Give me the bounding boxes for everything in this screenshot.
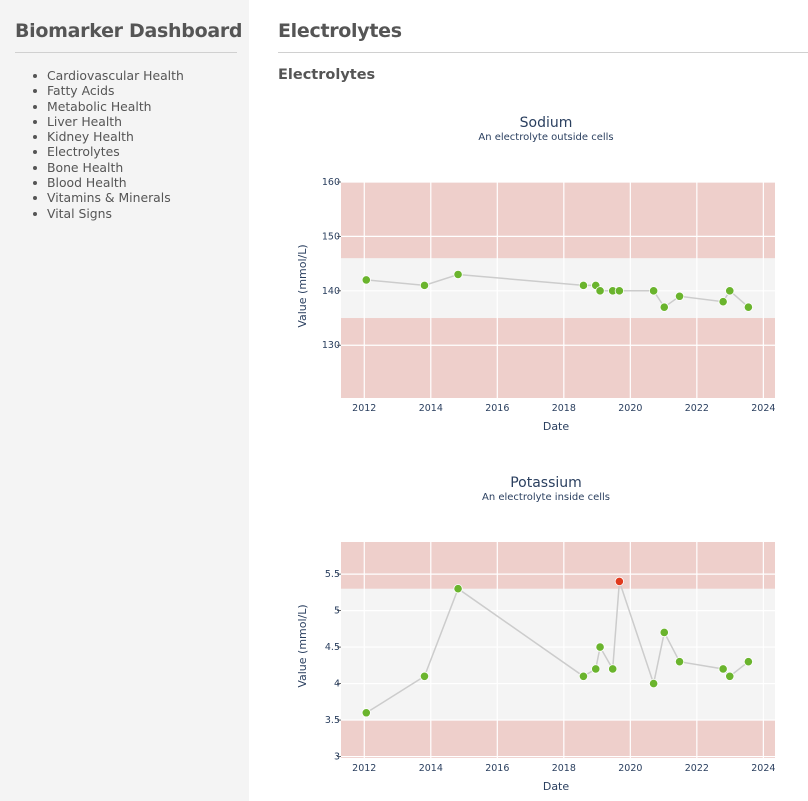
data-point[interactable] xyxy=(659,627,669,638)
sidebar-item-vital-signs[interactable]: Vital Signs xyxy=(33,206,184,221)
page-title-divider xyxy=(278,52,808,53)
data-point[interactable] xyxy=(614,286,624,296)
x-tick-label: 2022 xyxy=(685,763,709,774)
x-tick-label: 2014 xyxy=(419,763,443,774)
sidebar-item-fatty-acids[interactable]: Fatty Acids xyxy=(33,83,184,98)
sidebar-nav: Cardiovascular Health Fatty Acids Metabo… xyxy=(0,68,184,221)
y-tick-label: 3 xyxy=(334,752,340,763)
sidebar-item-bone-health[interactable]: Bone Health xyxy=(33,160,184,175)
x-tick-label: 2024 xyxy=(751,763,775,774)
data-point[interactable] xyxy=(453,269,463,280)
y-tick-label: 150 xyxy=(322,231,340,242)
chart-subtitle: An electrolyte inside cells xyxy=(482,492,610,503)
sidebar-item-electrolytes[interactable]: Electrolytes xyxy=(33,144,184,159)
data-point[interactable] xyxy=(361,275,371,285)
data-point[interactable] xyxy=(453,584,463,594)
x-tick-label: 2018 xyxy=(552,763,576,774)
y-tick-label: 3.5 xyxy=(325,715,340,726)
data-point[interactable] xyxy=(595,286,605,296)
page-title: Electrolytes xyxy=(278,20,402,42)
chart-subtitle: An electrolyte outside cells xyxy=(478,132,613,143)
x-tick-label: 2022 xyxy=(685,403,709,414)
sodium-chart[interactable]: Sodium An electrolyte outside cells 2012 20… xyxy=(278,105,808,441)
normal-range-band xyxy=(341,258,775,319)
data-point[interactable] xyxy=(718,297,728,307)
data-point[interactable] xyxy=(743,657,753,667)
y-tick-label: 4.5 xyxy=(325,642,340,653)
data-point[interactable] xyxy=(361,708,371,718)
x-tick-label: 2018 xyxy=(552,403,576,414)
data-point[interactable] xyxy=(674,291,685,301)
section-title: Electrolytes xyxy=(278,67,376,83)
sidebar-item-metabolic-health[interactable]: Metabolic Health xyxy=(33,99,184,114)
sidebar-item-liver-health[interactable]: Liver Health xyxy=(33,114,184,129)
data-point[interactable] xyxy=(649,678,659,689)
chart-title: Potassium xyxy=(510,475,582,491)
sidebar-item-kidney-health[interactable]: Kidney Health xyxy=(33,129,184,144)
x-tick-label: 2014 xyxy=(419,403,443,414)
sidebar: Biomarker Dashboard Cardiovascular Healt… xyxy=(0,0,249,801)
x-tick-label: 2024 xyxy=(751,403,775,414)
data-point[interactable] xyxy=(725,286,735,296)
x-tick-label: 2016 xyxy=(485,763,509,774)
data-point[interactable] xyxy=(674,657,685,667)
data-point[interactable] xyxy=(419,280,430,290)
y-axis-title: Value (mmol/L) xyxy=(296,244,309,327)
x-tick-label: 2020 xyxy=(618,763,642,774)
y-tick-label: 160 xyxy=(322,177,340,188)
data-point-out-of-range[interactable] xyxy=(614,576,624,587)
data-point[interactable] xyxy=(743,302,753,312)
data-point[interactable] xyxy=(578,280,589,290)
x-tick-label: 2020 xyxy=(618,403,642,414)
x-axis-title: Date xyxy=(543,420,570,433)
sidebar-item-cardiovascular-health[interactable]: Cardiovascular Health xyxy=(33,68,184,83)
data-point[interactable] xyxy=(718,664,728,674)
data-point[interactable] xyxy=(591,664,601,674)
chart-title: Sodium xyxy=(520,115,573,131)
data-point[interactable] xyxy=(659,302,669,312)
y-axis-title: Value (mmol/L) xyxy=(296,604,309,687)
y-tick-label: 4 xyxy=(334,679,340,690)
x-axis-title: Date xyxy=(543,780,570,793)
sidebar-divider xyxy=(15,52,237,53)
sidebar-title: Biomarker Dashboard xyxy=(15,20,243,42)
sidebar-item-blood-health[interactable]: Blood Health xyxy=(33,175,184,190)
sidebar-item-vitamins-minerals[interactable]: Vitamins & Minerals xyxy=(33,190,184,205)
y-tick-label: 130 xyxy=(322,340,340,351)
x-tick-label: 2016 xyxy=(485,403,509,414)
data-point[interactable] xyxy=(649,286,659,296)
data-point[interactable] xyxy=(608,664,618,674)
data-point[interactable] xyxy=(578,671,589,681)
data-point[interactable] xyxy=(419,671,430,681)
y-tick-label: 5 xyxy=(334,606,340,617)
x-tick-label: 2012 xyxy=(352,403,376,414)
potassium-chart[interactable]: Potassium An electrolyte inside cells 2012… xyxy=(278,465,808,801)
y-tick-label: 5.5 xyxy=(325,569,340,580)
series-line xyxy=(365,581,749,714)
y-tick-label: 140 xyxy=(322,286,340,297)
data-point[interactable] xyxy=(725,671,735,681)
x-tick-label: 2012 xyxy=(352,763,376,774)
normal-range-band xyxy=(341,588,775,721)
data-point[interactable] xyxy=(595,642,605,652)
